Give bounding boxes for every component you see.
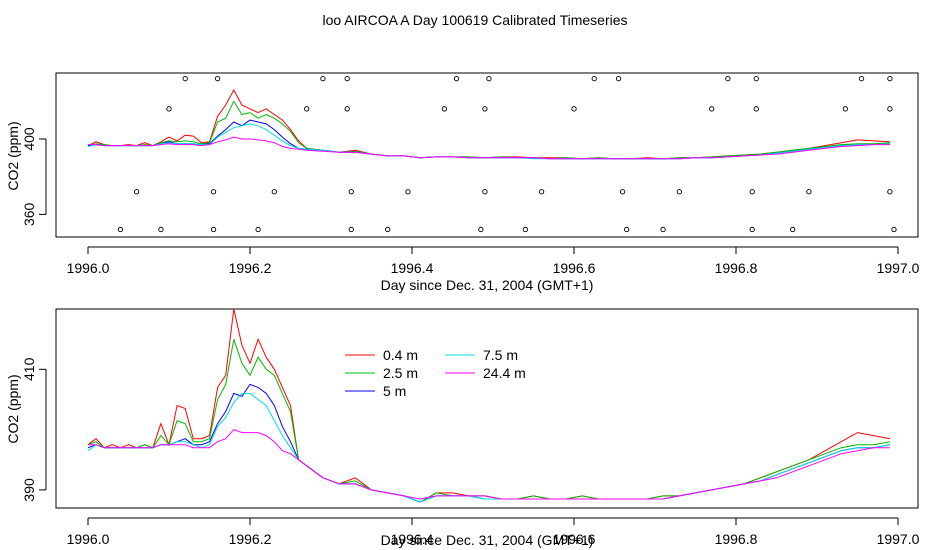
top-scatter-point <box>486 76 492 82</box>
bottom-x-tick-label: 1996.4 <box>391 531 434 547</box>
top-series-line <box>87 88 890 160</box>
top-x-tick-label: 1996.0 <box>67 260 110 276</box>
top-x-tick-label: 1997.0 <box>877 260 920 276</box>
top-scatter-point <box>858 76 865 82</box>
top-series-line <box>87 100 890 160</box>
top-scatter-point <box>320 76 326 82</box>
bottom-series-line <box>87 383 890 503</box>
bottom-y-axis: 390 410 <box>21 357 47 502</box>
bottom-legend: 0.4 m 2.5 m 5 m 7.5 m 24.4 m <box>345 347 526 399</box>
chart-title: loo AIRCOA A Day 100619 Calibrated Times… <box>322 12 627 28</box>
top-x-tick-label: 1996.8 <box>715 260 758 276</box>
top-scatter-point <box>522 226 529 233</box>
top-plot-marks <box>87 76 897 233</box>
top-scatter-point <box>660 226 666 233</box>
bottom-plot-frame <box>55 308 919 509</box>
top-scatter-point <box>482 189 488 195</box>
top-scatter-point <box>591 76 597 82</box>
top-panel: 1996.0 1996.2 1996.4 1996.6 1996.8 1997.0 360… <box>5 72 920 293</box>
bottom-x-tick-label: 1996.0 <box>67 531 110 547</box>
top-scatter-point <box>891 226 897 233</box>
top-scatter-point <box>842 106 848 112</box>
top-y-axis-label: CO2 (ppm) <box>5 121 21 190</box>
top-scatter-point <box>806 189 812 195</box>
top-scatter-point <box>133 189 140 195</box>
top-scatter-point <box>255 226 261 233</box>
top-scatter-point <box>753 76 759 82</box>
top-y-tick-label: 360 <box>21 202 37 226</box>
top-scatter-point <box>166 106 172 112</box>
top-y-tick-label: 400 <box>21 127 37 151</box>
bottom-x-axis-label: Day since Dec. 31, 2004 (GMT+1) <box>381 532 594 548</box>
bottom-x-tick-label: 1997.0 <box>877 531 920 547</box>
bottom-plot-marks <box>87 308 890 503</box>
top-scatter-point <box>117 226 124 233</box>
top-scatter-point <box>624 226 630 233</box>
legend-label: 5 m <box>383 383 406 399</box>
top-scatter-point <box>348 226 354 233</box>
top-scatter-point <box>571 106 577 112</box>
top-scatter-point <box>348 189 354 195</box>
top-scatter-point <box>182 76 188 82</box>
bottom-x-tick-label: 1996.2 <box>229 531 272 547</box>
top-scatter-point <box>887 76 893 82</box>
top-scatter-point <box>887 106 893 112</box>
top-scatter-point <box>214 76 221 82</box>
top-scatter-point <box>619 189 626 195</box>
legend-label: 0.4 m <box>383 347 418 363</box>
top-y-axis: 360 400 <box>21 127 47 226</box>
top-scatter-point <box>405 189 411 195</box>
legend-label: 24.4 m <box>483 365 526 381</box>
top-scatter-point <box>753 106 759 112</box>
top-x-tick-label: 1996.2 <box>229 260 272 276</box>
bottom-x-tick-label: 1996.6 <box>553 531 596 547</box>
top-scatter-point <box>385 226 391 233</box>
bottom-series-line <box>87 308 890 503</box>
top-scatter-point <box>441 106 448 112</box>
top-scatter-point <box>615 76 622 82</box>
bottom-y-axis-label: CO2 (ppm) <box>5 374 21 443</box>
bottom-y-tick-label: 390 <box>21 478 37 502</box>
top-scatter-point <box>749 226 755 233</box>
top-scatter-point <box>709 106 715 112</box>
top-scatter-point <box>478 226 484 233</box>
top-plot-frame <box>55 72 919 238</box>
top-scatter-point <box>538 189 545 195</box>
top-scatter-point <box>210 226 217 233</box>
top-scatter-point <box>453 76 460 82</box>
top-series-line <box>88 136 890 160</box>
bottom-panel: 1996.0 1996.2 1996.4 1996.6 1996.8 1997.0 390… <box>5 308 920 548</box>
top-x-axis-label: Day since Dec. 31, 2004 (GMT+1) <box>381 277 594 293</box>
top-scatter-point <box>344 76 350 82</box>
top-scatter-point <box>887 189 893 195</box>
legend-label: 2.5 m <box>383 365 418 381</box>
bottom-x-tick-label: 1996.8 <box>715 531 758 547</box>
top-scatter-point <box>158 226 164 233</box>
top-scatter-point <box>304 106 310 112</box>
legend-label: 7.5 m <box>483 347 518 363</box>
bottom-series-line <box>88 429 890 500</box>
top-scatter-point <box>210 189 217 195</box>
bottom-x-axis: 1996.0 1996.2 1996.4 1996.6 1996.8 1997.0 <box>67 517 920 547</box>
top-x-tick-label: 1996.6 <box>553 260 596 276</box>
top-x-axis: 1996.0 1996.2 1996.4 1996.6 1996.8 1997.0 <box>67 246 920 276</box>
top-scatter-point <box>344 106 350 112</box>
top-scatter-point <box>749 189 755 195</box>
top-scatter-point <box>725 76 731 82</box>
top-scatter-point <box>790 226 796 233</box>
top-x-tick-label: 1996.4 <box>391 260 434 276</box>
bottom-y-tick-label: 410 <box>21 357 37 381</box>
top-scatter-point <box>271 189 277 195</box>
top-series-line <box>87 123 890 160</box>
top-scatter-point <box>676 189 682 195</box>
top-scatter-point <box>482 106 488 112</box>
